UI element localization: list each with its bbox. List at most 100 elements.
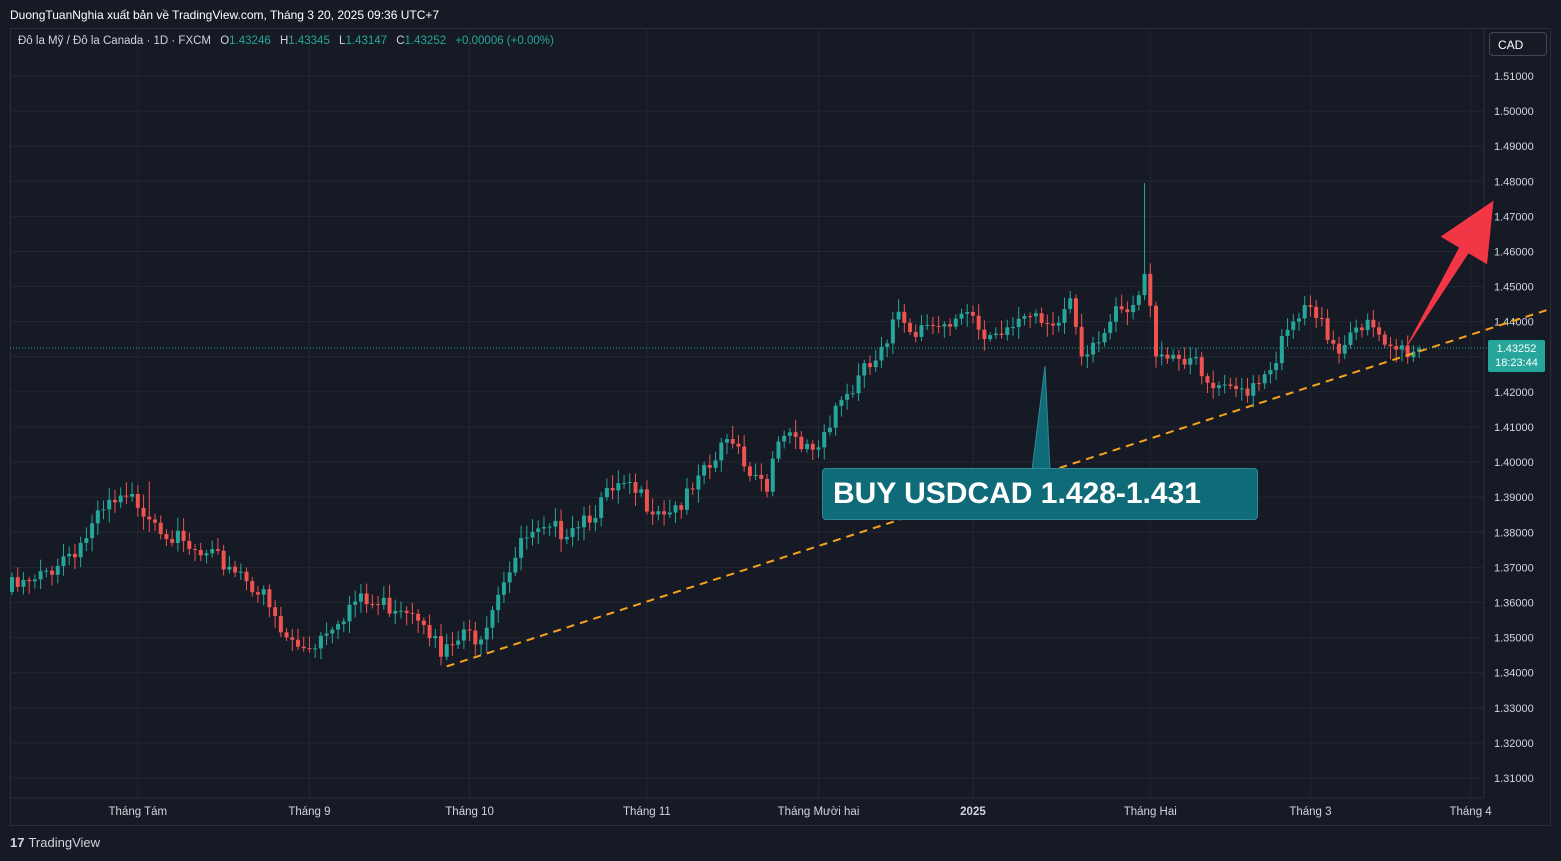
candle-body: [862, 363, 867, 376]
candle-body: [164, 534, 169, 540]
candle-body: [707, 465, 712, 468]
candle-body: [147, 516, 152, 520]
x-tick-label: 2025: [960, 806, 986, 818]
y-tick-label: 1.40000: [1494, 457, 1534, 469]
candle-body: [38, 571, 43, 580]
callout-pointer: [1031, 365, 1051, 471]
y-tick-label: 1.32000: [1494, 738, 1534, 750]
candle-body: [1142, 273, 1147, 296]
candle-body: [1062, 308, 1067, 323]
candle-body: [21, 579, 26, 587]
candle-body: [1251, 383, 1256, 396]
candle-body: [770, 458, 775, 492]
y-axis-ticks: 1.51000 1.50000 1.49000 1.48000 1.47000 1.460…: [1494, 71, 1534, 785]
candle-body: [827, 427, 832, 433]
candle-body: [330, 629, 335, 634]
y-tick-label: 1.47000: [1494, 211, 1534, 223]
high-value: 1.43345: [288, 35, 330, 47]
tradingview-logo[interactable]: 17 TradingView: [10, 835, 100, 850]
candle-body: [141, 507, 146, 517]
open-value: 1.43246: [229, 35, 271, 47]
candle-body: [1399, 345, 1404, 350]
low-label: L: [339, 35, 346, 47]
candle-body: [318, 635, 323, 649]
candle-body: [1194, 357, 1199, 359]
candle-body: [959, 313, 964, 319]
currency-button[interactable]: CAD: [1489, 32, 1547, 56]
candle-body: [84, 538, 89, 543]
candle-body: [519, 538, 524, 558]
candle-body: [1182, 358, 1187, 365]
y-tick-label: 1.41000: [1494, 422, 1534, 434]
candle-body: [341, 621, 346, 625]
candle-body: [130, 493, 135, 497]
y-tick-label: 1.37000: [1494, 562, 1534, 574]
candle-body: [999, 333, 1004, 335]
buy-callout[interactable]: BUY USDCAD 1.428-1.431: [822, 468, 1258, 520]
candle-body: [32, 579, 37, 582]
candle-body: [416, 613, 421, 621]
candle-body: [879, 346, 884, 361]
y-tick-label: 1.36000: [1494, 598, 1534, 610]
candle-body: [1405, 345, 1410, 358]
candle-body: [885, 343, 890, 347]
candle-body: [524, 537, 529, 539]
candle-body: [233, 566, 238, 573]
candle-body: [1417, 348, 1422, 352]
candle-body: [301, 646, 306, 649]
ascending-trendline: [446, 307, 1551, 668]
candle-body: [936, 326, 941, 328]
last-price-tag: 1.43252 18:23:44: [1488, 340, 1545, 372]
candle-body: [1297, 318, 1301, 322]
candle-body: [1176, 354, 1181, 359]
candle-body: [404, 610, 409, 613]
y-tick-label: 1.31000: [1494, 773, 1534, 785]
candle-body: [1302, 305, 1307, 319]
candle-body: [1239, 388, 1244, 390]
candle-body: [976, 315, 981, 330]
tradingview-logo-text: TradingView: [28, 835, 101, 850]
candle-body: [782, 435, 787, 442]
bar-countdown: 18:23:44: [1495, 357, 1538, 369]
callout-text: BUY USDCAD 1.428-1.431: [833, 477, 1201, 510]
candle-body: [1291, 321, 1296, 330]
candle-body: [439, 636, 443, 657]
candle-body: [244, 571, 249, 582]
candle-body: [193, 548, 198, 550]
x-tick-label: Tháng Tám: [109, 806, 168, 818]
candle-body: [284, 632, 289, 638]
candle-body: [1285, 329, 1290, 337]
candle-body: [970, 312, 975, 316]
candle-body: [450, 644, 455, 646]
candle-body: [965, 312, 970, 314]
candle-body: [158, 522, 163, 535]
candle-body: [793, 432, 798, 437]
candle-body: [1165, 354, 1170, 359]
candle-body: [1382, 334, 1387, 345]
candle-body: [536, 528, 541, 532]
candle-body: [124, 495, 129, 497]
candle-body: [616, 483, 621, 491]
candle-body: [622, 483, 627, 485]
candle-body: [204, 553, 209, 556]
open-label: O: [220, 35, 230, 47]
candle-body: [490, 610, 495, 628]
candle-body: [456, 640, 461, 645]
y-tick-label: 1.51000: [1494, 71, 1534, 83]
candle-body: [290, 637, 295, 640]
candle-body: [690, 488, 695, 490]
publisher-header: DuongTuanNghia xuất bản về TradingView.c…: [0, 0, 1561, 28]
candle-body: [507, 572, 512, 583]
x-tick-label: Tháng 11: [623, 806, 671, 818]
candle-body: [261, 589, 266, 595]
buy-arrow-icon: [1401, 200, 1494, 355]
candle-body: [599, 497, 604, 518]
candle-body: [810, 443, 815, 450]
candle-body: [1028, 316, 1033, 318]
candle-body: [27, 579, 32, 582]
candle-body: [1325, 318, 1330, 340]
candle-body: [564, 536, 569, 540]
candle-body: [1234, 385, 1239, 390]
candle-body: [993, 333, 998, 336]
usdcad-candlestick-chart[interactable]: Tháng Tám Tháng 9 Tháng 10 Tháng 11 Tháng Mư…: [10, 28, 1551, 826]
